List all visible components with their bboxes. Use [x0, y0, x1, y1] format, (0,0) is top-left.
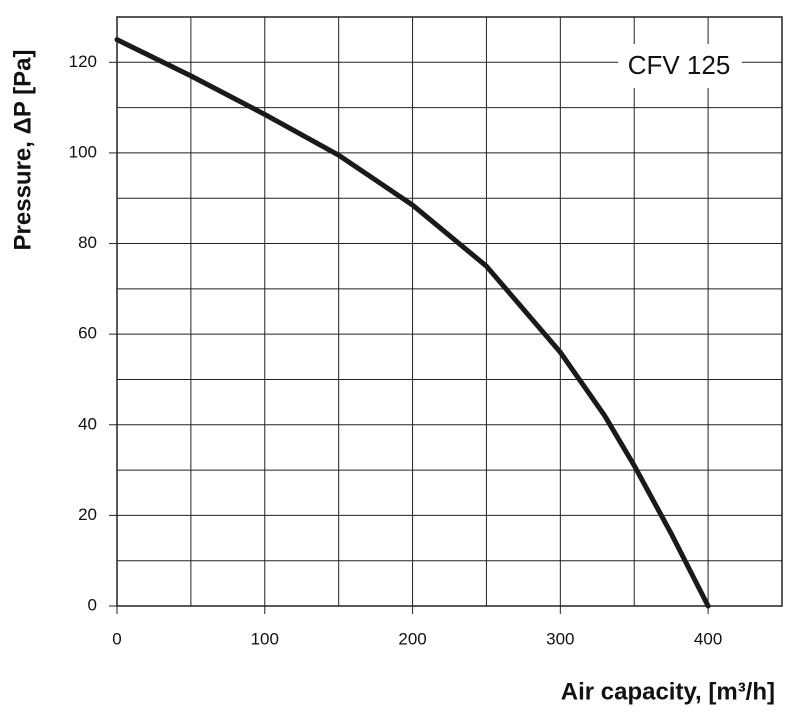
y-tick-label: 100 — [69, 142, 97, 161]
x-tick-label: 0 — [112, 629, 121, 648]
x-tick-label: 100 — [251, 629, 279, 648]
y-axis-label: Pressure, ΔP [Pa] — [9, 50, 36, 251]
x-tick-label: 200 — [398, 629, 426, 648]
x-axis-label: Air capacity, [m³/h] — [561, 678, 775, 705]
x-tick-label: 300 — [546, 629, 574, 648]
y-tick-label: 20 — [78, 505, 97, 524]
annotation-bg — [618, 44, 742, 88]
y-tick-label: 60 — [78, 324, 97, 343]
plot-frame — [116, 16, 783, 607]
y-tick-label: 0 — [88, 595, 97, 614]
annotation: CFV 125 — [628, 50, 731, 80]
y-tick-label: 120 — [69, 52, 97, 71]
x-tick-label: 400 — [694, 629, 722, 648]
curve — [114, 37, 711, 609]
grid — [116, 16, 783, 607]
y-tick-label: 80 — [78, 233, 97, 252]
y-tick-label: 40 — [78, 414, 97, 433]
